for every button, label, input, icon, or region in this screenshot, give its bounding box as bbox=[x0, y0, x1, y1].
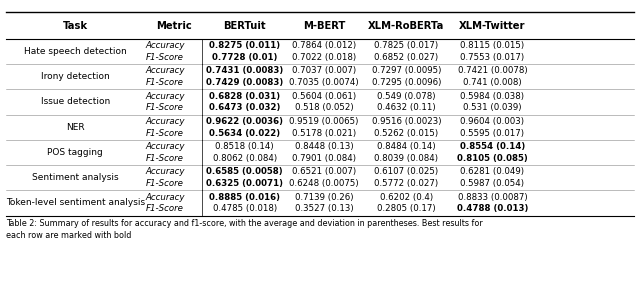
Text: Accuracy: Accuracy bbox=[145, 168, 185, 176]
Text: Accuracy: Accuracy bbox=[145, 67, 185, 75]
Text: 0.6473 (0.032): 0.6473 (0.032) bbox=[209, 103, 280, 112]
Text: Task: Task bbox=[63, 21, 88, 30]
Text: 0.7295 (0.0096): 0.7295 (0.0096) bbox=[372, 78, 441, 87]
Text: 0.8554 (0.14): 0.8554 (0.14) bbox=[460, 142, 525, 151]
Text: F1-Score: F1-Score bbox=[145, 78, 183, 87]
Text: Hate speech detection: Hate speech detection bbox=[24, 47, 127, 56]
Text: 0.8484 (0.14): 0.8484 (0.14) bbox=[377, 142, 436, 151]
Text: 0.7139 (0.26): 0.7139 (0.26) bbox=[295, 193, 353, 202]
Text: F1-Score: F1-Score bbox=[145, 179, 183, 188]
Text: 0.518 (0.052): 0.518 (0.052) bbox=[295, 103, 353, 112]
Text: M-BERT: M-BERT bbox=[303, 21, 346, 30]
Text: F1-Score: F1-Score bbox=[145, 53, 183, 62]
Text: 0.7037 (0.007): 0.7037 (0.007) bbox=[292, 67, 356, 75]
Text: Accuracy: Accuracy bbox=[145, 193, 185, 202]
Text: F1-Score: F1-Score bbox=[145, 204, 183, 213]
Text: Issue detection: Issue detection bbox=[40, 98, 110, 106]
Text: 0.4632 (0.11): 0.4632 (0.11) bbox=[377, 103, 436, 112]
Text: 0.7297 (0.0095): 0.7297 (0.0095) bbox=[372, 67, 441, 75]
Text: 0.4788 (0.013): 0.4788 (0.013) bbox=[457, 204, 528, 213]
Text: 0.5604 (0.061): 0.5604 (0.061) bbox=[292, 92, 356, 101]
Text: 0.531 (0.039): 0.531 (0.039) bbox=[463, 103, 522, 112]
Text: 0.7022 (0.018): 0.7022 (0.018) bbox=[292, 53, 356, 62]
Text: 0.5984 (0.038): 0.5984 (0.038) bbox=[461, 92, 525, 101]
Text: NER: NER bbox=[66, 123, 84, 132]
Text: 0.6521 (0.007): 0.6521 (0.007) bbox=[292, 168, 356, 176]
Text: 0.5595 (0.017): 0.5595 (0.017) bbox=[461, 129, 525, 137]
Text: Accuracy: Accuracy bbox=[145, 92, 185, 101]
Text: 0.7901 (0.084): 0.7901 (0.084) bbox=[292, 154, 356, 163]
Text: 0.6828 (0.031): 0.6828 (0.031) bbox=[209, 92, 280, 101]
Text: 0.6281 (0.049): 0.6281 (0.049) bbox=[461, 168, 525, 176]
Text: 0.6325 (0.0071): 0.6325 (0.0071) bbox=[206, 179, 284, 188]
Text: 0.549 (0.078): 0.549 (0.078) bbox=[377, 92, 436, 101]
Text: 0.8039 (0.084): 0.8039 (0.084) bbox=[374, 154, 438, 163]
Text: XLM-Twitter: XLM-Twitter bbox=[460, 21, 525, 30]
Text: 0.4785 (0.018): 0.4785 (0.018) bbox=[212, 204, 277, 213]
Text: 0.7553 (0.017): 0.7553 (0.017) bbox=[460, 53, 525, 62]
Text: 0.7825 (0.017): 0.7825 (0.017) bbox=[374, 41, 438, 50]
Text: 0.7429 (0.0083): 0.7429 (0.0083) bbox=[206, 78, 284, 87]
Text: XLM-RoBERTa: XLM-RoBERTa bbox=[368, 21, 445, 30]
Text: BERTuit: BERTuit bbox=[223, 21, 266, 30]
Text: 0.5634 (0.022): 0.5634 (0.022) bbox=[209, 129, 280, 137]
Text: Accuracy: Accuracy bbox=[145, 41, 185, 50]
Text: 0.5262 (0.015): 0.5262 (0.015) bbox=[374, 129, 438, 137]
Text: Table 2: Summary of results for accuracy and f1-score, with the average and devi: Table 2: Summary of results for accuracy… bbox=[6, 219, 483, 228]
Text: 0.8833 (0.0087): 0.8833 (0.0087) bbox=[458, 193, 527, 202]
Text: F1-Score: F1-Score bbox=[145, 129, 183, 137]
Text: 0.6107 (0.025): 0.6107 (0.025) bbox=[374, 168, 438, 176]
Text: 0.7421 (0.0078): 0.7421 (0.0078) bbox=[458, 67, 527, 75]
Text: 0.9622 (0.0036): 0.9622 (0.0036) bbox=[206, 117, 284, 126]
Text: F1-Score: F1-Score bbox=[145, 103, 183, 112]
Text: 0.7431 (0.0083): 0.7431 (0.0083) bbox=[206, 67, 284, 75]
Text: each row are marked with bold: each row are marked with bold bbox=[6, 231, 132, 240]
Text: 0.741 (0.008): 0.741 (0.008) bbox=[463, 78, 522, 87]
Text: 0.5178 (0.021): 0.5178 (0.021) bbox=[292, 129, 356, 137]
Text: F1-Score: F1-Score bbox=[145, 154, 183, 163]
Text: 0.9604 (0.003): 0.9604 (0.003) bbox=[461, 117, 525, 126]
Text: 0.6202 (0.4): 0.6202 (0.4) bbox=[380, 193, 433, 202]
Text: Sentiment analysis: Sentiment analysis bbox=[32, 173, 118, 182]
Text: 0.6852 (0.027): 0.6852 (0.027) bbox=[374, 53, 438, 62]
Text: 0.2805 (0.17): 0.2805 (0.17) bbox=[377, 204, 436, 213]
Text: 0.5987 (0.054): 0.5987 (0.054) bbox=[461, 179, 525, 188]
Text: Token-level sentiment analysis: Token-level sentiment analysis bbox=[6, 199, 145, 207]
Text: 0.8115 (0.015): 0.8115 (0.015) bbox=[460, 41, 525, 50]
Text: 0.7728 (0.01): 0.7728 (0.01) bbox=[212, 53, 278, 62]
Text: 0.3527 (0.13): 0.3527 (0.13) bbox=[295, 204, 353, 213]
Text: Metric: Metric bbox=[157, 21, 192, 30]
Text: 0.9516 (0.0023): 0.9516 (0.0023) bbox=[372, 117, 441, 126]
Text: 0.6248 (0.0075): 0.6248 (0.0075) bbox=[289, 179, 359, 188]
Text: 0.8518 (0.14): 0.8518 (0.14) bbox=[216, 142, 274, 151]
Text: 0.7864 (0.012): 0.7864 (0.012) bbox=[292, 41, 356, 50]
Text: 0.8062 (0.084): 0.8062 (0.084) bbox=[212, 154, 277, 163]
Text: 0.9519 (0.0065): 0.9519 (0.0065) bbox=[289, 117, 359, 126]
Text: 0.8275 (0.011): 0.8275 (0.011) bbox=[209, 41, 280, 50]
Text: 0.8885 (0.016): 0.8885 (0.016) bbox=[209, 193, 280, 202]
Text: 0.8105 (0.085): 0.8105 (0.085) bbox=[457, 154, 528, 163]
Text: Accuracy: Accuracy bbox=[145, 117, 185, 126]
Text: 0.7035 (0.0074): 0.7035 (0.0074) bbox=[289, 78, 359, 87]
Text: 0.5772 (0.027): 0.5772 (0.027) bbox=[374, 179, 438, 188]
Text: Irony detection: Irony detection bbox=[41, 72, 109, 81]
Text: Accuracy: Accuracy bbox=[145, 142, 185, 151]
Text: 0.6585 (0.0058): 0.6585 (0.0058) bbox=[207, 168, 283, 176]
Text: 0.8448 (0.13): 0.8448 (0.13) bbox=[295, 142, 353, 151]
Text: POS tagging: POS tagging bbox=[47, 148, 103, 157]
